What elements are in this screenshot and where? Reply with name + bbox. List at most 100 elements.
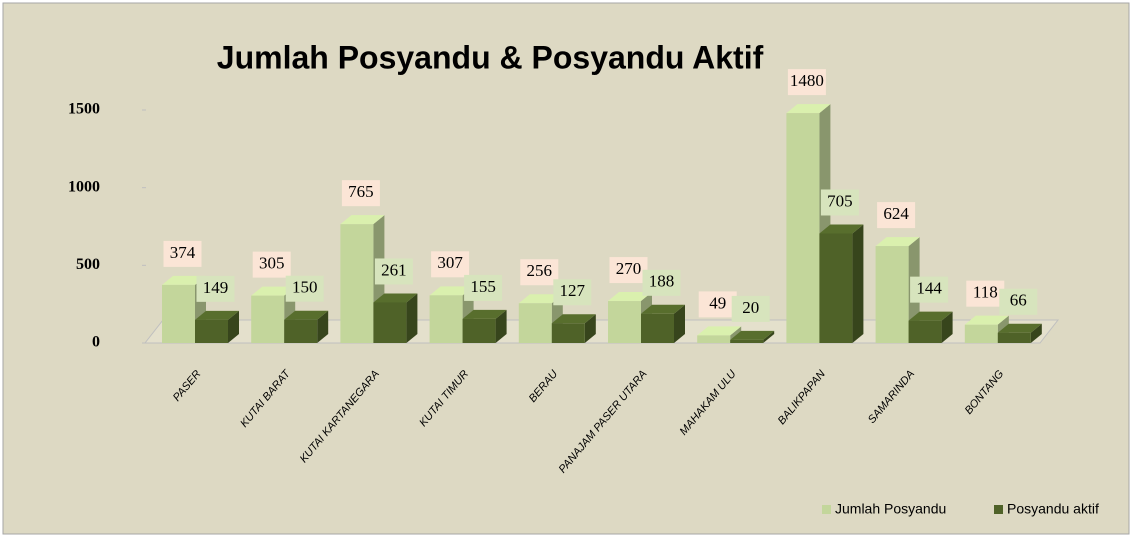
bar — [340, 224, 374, 343]
value-label: 261 — [381, 260, 407, 279]
bar-side — [317, 310, 329, 343]
legend-swatch — [994, 505, 1003, 514]
bar-top — [697, 326, 742, 336]
value-label: 118 — [973, 283, 998, 302]
bar — [518, 303, 552, 343]
y-tick-label: 1000 — [68, 178, 100, 195]
bar-top — [518, 294, 563, 304]
value-label-box — [999, 288, 1038, 315]
bar — [462, 318, 496, 343]
bar — [641, 313, 674, 343]
bar-side — [228, 310, 239, 343]
bar-side — [495, 309, 507, 343]
bar-top — [251, 286, 296, 296]
bar — [730, 339, 764, 343]
bar-top — [964, 315, 1009, 325]
bar-top — [641, 304, 685, 314]
bar-top — [551, 314, 596, 324]
value-label: 149 — [203, 278, 229, 297]
chart-title: Jumlah Posyandu & Posyandu Aktif — [217, 39, 764, 75]
bar-top — [373, 293, 418, 303]
bar-top — [195, 310, 239, 320]
bar-side — [852, 224, 864, 343]
value-label: 256 — [527, 261, 553, 280]
bar — [195, 319, 228, 343]
value-label: 374 — [170, 243, 196, 262]
bar-top — [340, 215, 385, 225]
bar — [786, 113, 820, 344]
bar — [551, 323, 585, 343]
bar — [429, 295, 463, 343]
legend-label: Jumlah Posyandu — [835, 501, 946, 517]
bar-top — [730, 330, 775, 340]
value-label: 624 — [883, 204, 909, 223]
bar-top — [908, 311, 953, 321]
bar — [875, 246, 909, 343]
value-label-box — [341, 180, 380, 207]
bar-top — [997, 323, 1042, 333]
value-label-box — [520, 259, 559, 286]
bar-side — [763, 330, 775, 343]
value-label-box — [877, 202, 916, 229]
value-label-box — [374, 258, 413, 285]
value-label: 188 — [649, 272, 675, 291]
value-label-box — [163, 240, 202, 267]
value-label: 155 — [470, 277, 496, 296]
value-label: 765 — [348, 182, 374, 201]
bar — [608, 301, 641, 343]
value-label: 305 — [259, 254, 285, 273]
bar — [162, 284, 195, 343]
value-label-box — [553, 279, 592, 306]
bar-side — [674, 304, 685, 343]
y-tick-label: 0 — [92, 334, 100, 351]
value-label: 127 — [560, 281, 586, 300]
value-label-box — [196, 275, 235, 302]
bar — [373, 302, 407, 343]
value-label: 20 — [742, 298, 759, 317]
bar — [997, 332, 1031, 343]
bar-top — [462, 309, 507, 319]
bar — [964, 324, 998, 343]
value-label-box — [285, 275, 324, 302]
bar-top — [284, 310, 329, 320]
value-label: 270 — [616, 259, 642, 278]
value-label-box — [642, 269, 681, 296]
y-tick-label: 500 — [76, 256, 100, 273]
value-label-box — [910, 276, 949, 303]
bar-top — [786, 104, 831, 114]
bar-top — [608, 292, 652, 302]
value-label-box — [252, 251, 291, 278]
legend-swatch — [822, 505, 831, 514]
bar — [908, 320, 942, 343]
bar-top — [819, 224, 864, 234]
bar — [284, 319, 318, 343]
value-label-box — [698, 291, 737, 318]
bar — [251, 295, 285, 343]
bar-side — [584, 314, 596, 343]
value-label: 144 — [916, 279, 942, 298]
value-label-box — [787, 69, 826, 96]
value-label: 1480 — [790, 71, 824, 90]
bar-top — [875, 237, 920, 247]
bar — [819, 233, 853, 343]
value-label: 49 — [709, 293, 726, 312]
value-label-box — [731, 295, 770, 322]
value-label: 307 — [437, 253, 463, 272]
value-label: 705 — [827, 191, 853, 210]
value-label-box — [609, 257, 648, 284]
bar-top — [429, 286, 474, 296]
value-label-box — [966, 280, 1005, 307]
bar-side — [941, 311, 953, 343]
bar-side — [406, 293, 418, 343]
bar-top — [162, 275, 206, 285]
value-label: 66 — [1010, 291, 1027, 310]
bar — [697, 335, 731, 343]
value-label-box — [431, 251, 470, 278]
value-label-box — [820, 189, 859, 216]
legend-label: Posyandu aktif — [1007, 501, 1099, 517]
y-tick-label: 1500 — [68, 101, 100, 118]
value-label: 150 — [292, 278, 318, 297]
value-label-box — [464, 274, 503, 301]
